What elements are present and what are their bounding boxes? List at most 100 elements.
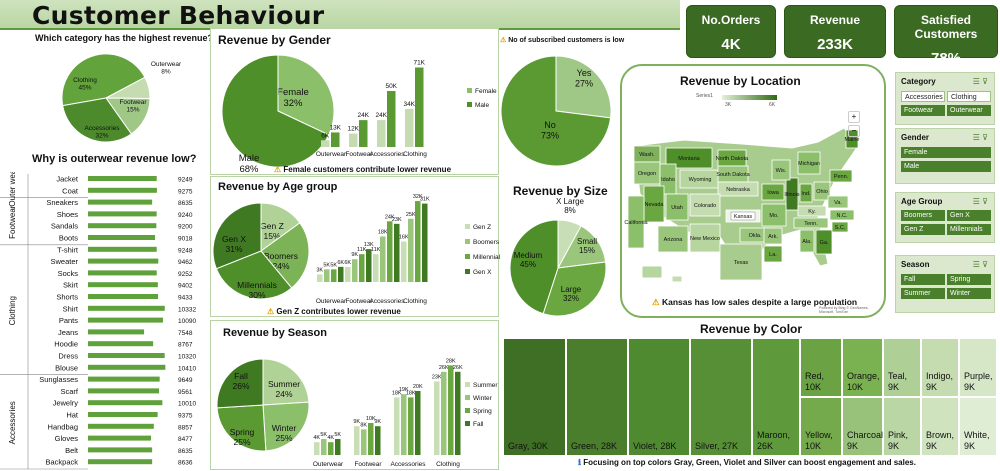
state-utah[interactable] [665, 193, 689, 221]
state-new-mexico[interactable] [689, 223, 721, 253]
slicer-item-spring[interactable]: Spring [947, 274, 991, 285]
item-tick-label: Hoodie [54, 340, 78, 349]
state-illinois[interactable] [785, 177, 799, 211]
clear-filter-icon[interactable]: ☰ ⊽ [972, 133, 988, 142]
treemap-tile-yellow[interactable]: Yellow, 10K [800, 397, 842, 456]
treemap-tile-maroon[interactable]: Maroon, 26K [752, 338, 800, 456]
state-tenn-[interactable] [793, 217, 829, 229]
state-penn-[interactable] [829, 169, 853, 183]
slicer-item-fall[interactable]: Fall [901, 274, 945, 285]
bar-data-label: 9252 [178, 271, 193, 278]
state-ark-[interactable] [763, 227, 783, 245]
slicer-item-gen-x[interactable]: Gen X [947, 210, 991, 221]
state-va-[interactable] [827, 195, 849, 209]
bar-data-label: 13K [329, 124, 341, 131]
gender-panel: Revenue by Gender Female 32% Male 68% 6K 13K O… [210, 28, 499, 175]
bar-data-label: 11K [357, 247, 367, 253]
state-n-c-[interactable] [829, 209, 855, 221]
map-zoom-out-icon[interactable]: − [848, 125, 860, 137]
treemap-tile-green[interactable]: Green, 28K [566, 338, 628, 456]
slicer-item-boomers[interactable]: Boomers [901, 210, 945, 221]
slicer-item-footwear[interactable]: Footwear [901, 105, 945, 116]
slicer-item-accessories[interactable]: Accessories [901, 91, 945, 102]
treemap-tile-pink[interactable]: Pink, 9K [883, 397, 921, 456]
pie-data-label: Small 15% [577, 237, 597, 255]
kpi-value: 233K [817, 36, 853, 53]
warning-icon: ⚠ [267, 307, 275, 316]
state-arizona[interactable] [657, 225, 689, 253]
bar-data-label: 9275 [178, 188, 193, 195]
state-ohio[interactable] [813, 181, 831, 201]
slicer-item-female[interactable]: Female [901, 147, 991, 158]
state-label: Colorado [694, 203, 716, 209]
state-label: Penn. [834, 174, 849, 180]
state-la-[interactable] [763, 245, 783, 263]
slicer-item-summer[interactable]: Summer [901, 288, 945, 299]
state-maine[interactable] [845, 129, 859, 149]
bar-data-label: 10090 [178, 318, 196, 325]
bar-fall-clothing [455, 371, 461, 455]
clear-filter-icon[interactable]: ☰ ⊽ [972, 260, 988, 269]
treemap-tile-brown[interactable]: Brown, 9K [921, 397, 959, 456]
slicer-item-male[interactable]: Male [901, 161, 991, 172]
slicer-item-gen-z[interactable]: Gen Z [901, 224, 945, 235]
clear-filter-icon[interactable]: ☰ ⊽ [972, 77, 988, 86]
treemap-tile-orange[interactable]: Orange, 10K [842, 338, 883, 397]
bar-sneakers [88, 199, 153, 205]
treemap-tile-white[interactable]: White, 9K [959, 397, 997, 456]
state-label: Ark. [768, 234, 778, 240]
treemap-tile-indigo[interactable]: Indigo, 9K [921, 338, 959, 397]
state-ky-[interactable] [797, 205, 827, 217]
bar-jewelry [88, 400, 163, 406]
slicer-item-millennials[interactable]: Millennials [947, 224, 991, 235]
state-michigan[interactable] [797, 151, 821, 175]
state-ala-[interactable] [799, 229, 815, 253]
state-wis-[interactable] [771, 159, 791, 181]
slicer-age-group: Age Group ☰ ⊽ Boomers Gen X Gen Z Millen… [895, 192, 995, 243]
state-label: Okla. [749, 233, 762, 239]
treemap-tile-teal[interactable]: Teal, 9K [883, 338, 921, 397]
treemap-tile-gray[interactable]: Gray, 30K [503, 338, 566, 456]
bar-hoodie [88, 341, 154, 347]
state-s-c-[interactable] [831, 221, 849, 233]
treemap-tile-purple[interactable]: Purple, 9K [959, 338, 997, 397]
state-hawaii[interactable] [671, 275, 683, 283]
state-colorado[interactable] [689, 193, 721, 217]
item-tick-label: Pants [59, 316, 78, 325]
state-iowa[interactable] [761, 183, 785, 201]
bar-data-label: 31K [420, 197, 430, 203]
bar-data-label: 26K [439, 365, 449, 371]
bar-data-label: 24K [385, 214, 395, 220]
treemap-tile-charcoal[interactable]: Charcoal, 9K [842, 397, 886, 456]
treemap-label: Charcoal, 9K [847, 430, 886, 451]
clear-filter-icon[interactable]: ☰ ⊽ [972, 197, 988, 206]
kpi-value: 4K [721, 36, 741, 53]
state-mo-[interactable] [761, 203, 787, 227]
bar-data-label: 9249 [178, 177, 193, 184]
season-title: Revenue by Season [223, 327, 327, 339]
item-tick-label: Skirt [63, 281, 79, 290]
category-tick-label: Clothing [436, 461, 460, 468]
treemap-tile-red[interactable]: Red, 10K [800, 338, 842, 397]
state-label: South Dakota [716, 172, 750, 178]
pie-slice-fall [216, 358, 264, 409]
slicer-item-outerwear[interactable]: Outerwear [947, 105, 991, 116]
slicer-item-clothing[interactable]: Clothing [947, 91, 991, 102]
state-california[interactable] [627, 195, 645, 249]
treemap-label: Violet, 28K [633, 441, 677, 451]
state-montana[interactable] [665, 147, 713, 169]
category-tick-label: Clothing [403, 151, 427, 158]
state-alaska[interactable] [641, 265, 663, 279]
state-ind-[interactable] [799, 183, 813, 203]
state-label: Utah [671, 205, 683, 211]
slicer-item-winter[interactable]: Winter [947, 288, 991, 299]
state-nebraska[interactable] [717, 181, 759, 197]
state-texas[interactable] [719, 243, 763, 281]
map-zoom-in-icon[interactable]: + [848, 111, 860, 123]
bar-female-footwear [349, 133, 358, 147]
state-ga-[interactable] [815, 229, 833, 255]
slicer-title: Age Group [901, 197, 943, 206]
treemap-tile-violet[interactable]: Violet, 28K [628, 338, 690, 456]
bar-data-label: 9375 [178, 413, 193, 420]
treemap-tile-silver[interactable]: Silver, 27K [690, 338, 752, 456]
